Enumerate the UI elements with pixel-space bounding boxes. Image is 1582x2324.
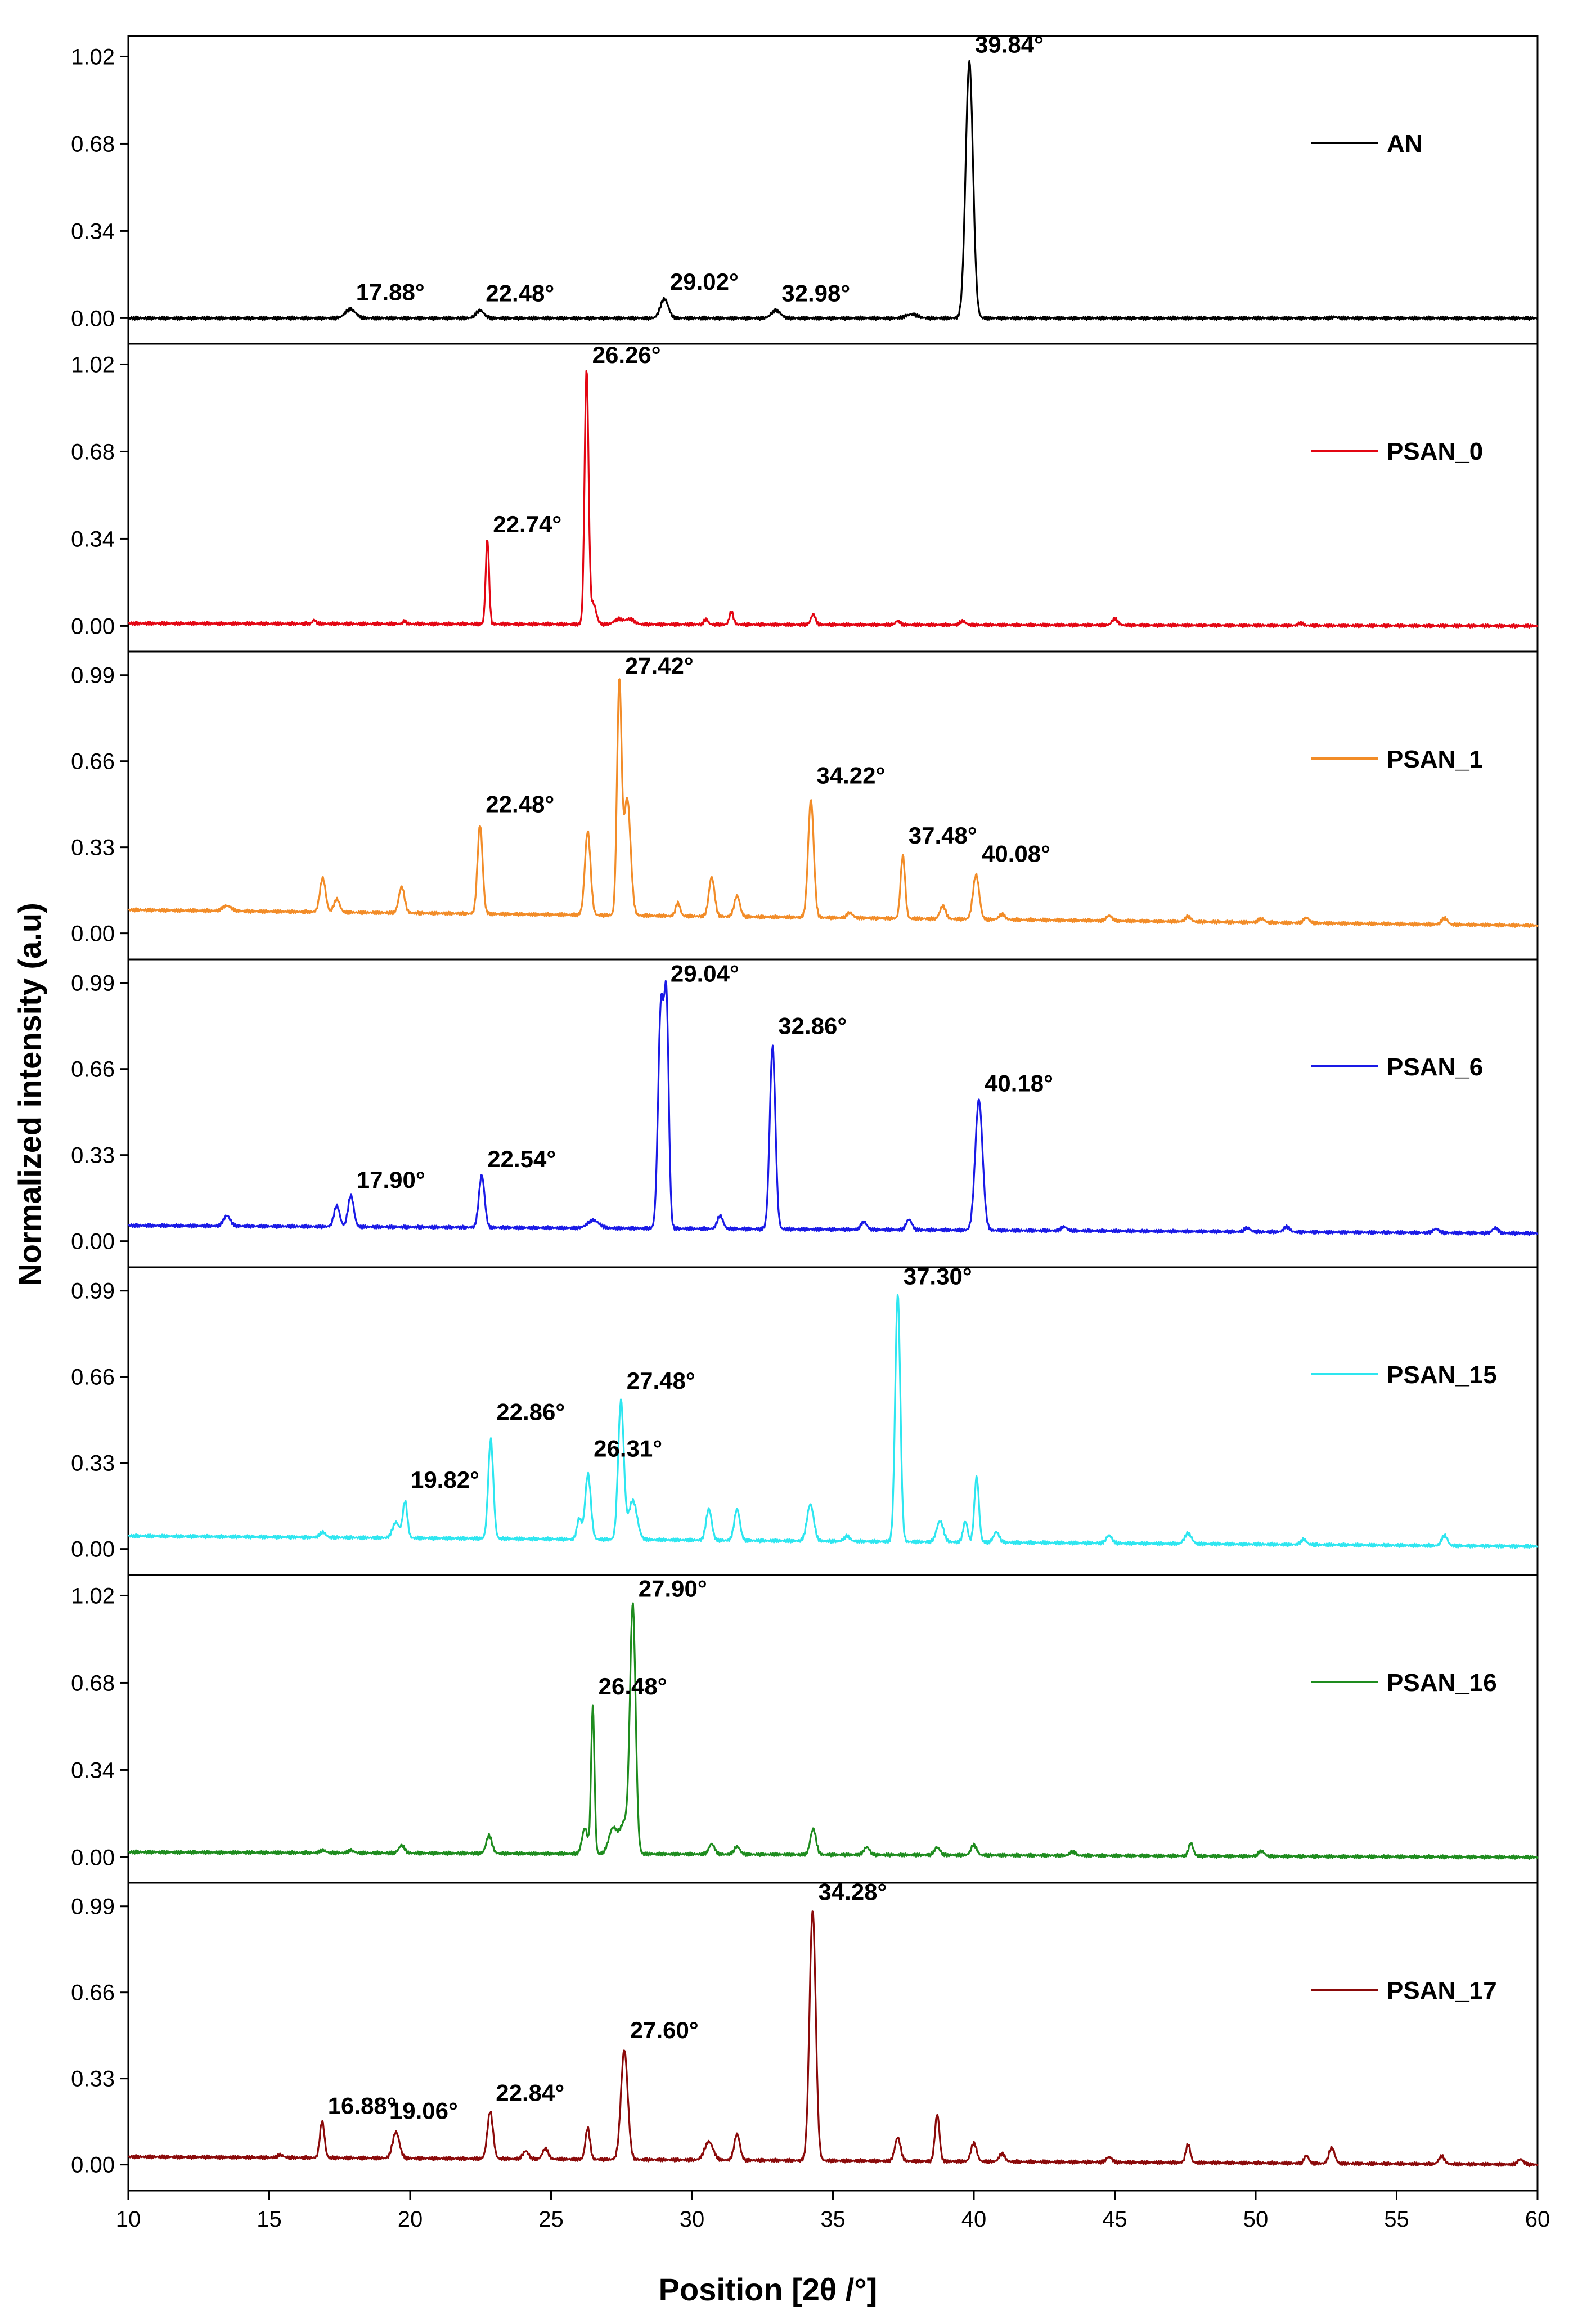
peak-label: 27.60°: [630, 2017, 699, 2043]
y-tick-label: 0.34: [71, 1758, 115, 1783]
y-tick-label: 0.66: [71, 1365, 115, 1390]
x-tick-label: 55: [1384, 2207, 1409, 2232]
y-tick-label: 0.33: [71, 1143, 115, 1168]
y-tick-label: 0.99: [71, 971, 115, 996]
peak-label: 26.26°: [592, 342, 661, 368]
y-tick-label: 0.68: [71, 439, 115, 464]
x-tick-label: 45: [1102, 2207, 1127, 2232]
series-line-psan_0: [128, 370, 1539, 629]
y-tick-label: 0.00: [71, 1845, 115, 1870]
y-tick-label: 0.33: [71, 1451, 115, 1476]
peak-label: 37.30°: [904, 1263, 972, 1289]
y-tick-label: 0.34: [71, 219, 115, 244]
x-tick-label: 50: [1243, 2207, 1269, 2232]
panel-psan_15: 0.00 0.33 0.66 0.99 19.82° 22.86° 26.31° 27.48°…: [71, 1263, 1539, 1576]
x-tick-label: 20: [398, 2207, 423, 2232]
peak-label: 22.74°: [493, 511, 561, 537]
peak-label: 17.88°: [356, 279, 425, 305]
x-tick-label: 35: [820, 2207, 846, 2232]
legend-label: PSAN_0: [1387, 438, 1483, 465]
peak-label: 22.84°: [496, 2079, 564, 2106]
panel-psan_6: 0.00 0.33 0.66 0.99 17.90° 22.54° 29.04° 32.86°…: [71, 958, 1539, 1268]
panel-an: 0.00 0.34 0.68 1.02 17.88° 22.48° 29.02° 32.98°…: [71, 32, 1539, 345]
legend-label: PSAN_1: [1387, 746, 1483, 773]
peak-label: 29.04°: [671, 961, 739, 987]
y-tick-label: 0.00: [71, 922, 115, 946]
x-axis-title: Position [2θ /°]: [659, 2272, 878, 2307]
x-tick-label: 40: [961, 2207, 987, 2232]
peak-label: 39.84°: [975, 32, 1044, 58]
peak-label: 27.48°: [627, 1367, 695, 1394]
y-tick-label: 0.68: [71, 132, 115, 156]
y-tick-label: 0.00: [71, 306, 115, 331]
series-line-psan_15: [128, 1294, 1539, 1549]
peak-label: 22.86°: [496, 1398, 565, 1425]
peak-label: 32.86°: [778, 1012, 847, 1039]
peak-label: 32.98°: [781, 280, 850, 307]
y-tick-label: 0.99: [71, 1895, 115, 1919]
legend-label: PSAN_6: [1387, 1053, 1483, 1081]
x-tick-label: 25: [538, 2207, 564, 2232]
series-line-psan_1: [128, 678, 1539, 928]
peak-label: 19.06°: [389, 2098, 458, 2124]
series-line-psan_16: [128, 1602, 1539, 1860]
peak-label: 17.90°: [357, 1167, 425, 1193]
peak-label: 27.90°: [639, 1576, 707, 1602]
legend-label: AN: [1387, 130, 1423, 158]
y-tick-label: 0.00: [71, 614, 115, 639]
peak-label: 40.08°: [982, 840, 1050, 867]
peak-label: 34.22°: [816, 762, 885, 788]
y-tick-label: 0.33: [71, 836, 115, 860]
y-tick-label: 0.66: [71, 750, 115, 774]
panel-psan_16: 0.00 0.34 0.68 1.02 26.48° 27.90° PSAN_16: [71, 1574, 1539, 1884]
x-tick-label: 60: [1525, 2207, 1550, 2232]
peak-label: 40.18°: [985, 1070, 1053, 1096]
peak-label: 26.48°: [599, 1673, 667, 1699]
panel-psan_1: 0.00 0.33 0.66 0.99 22.48° 27.42° 34.22° 37.48°…: [71, 650, 1539, 961]
y-tick-label: 0.00: [71, 1537, 115, 1562]
y-tick-label: 1.02: [71, 352, 115, 377]
y-tick-label: 0.99: [71, 1279, 115, 1304]
peak-label: 19.82°: [411, 1466, 479, 1493]
y-tick-label: 0.00: [71, 1230, 115, 1254]
y-tick-label: 0.00: [71, 2153, 115, 2178]
y-tick-label: 0.34: [71, 527, 115, 551]
series-line-psan_17: [128, 1910, 1539, 2168]
legend-label: PSAN_15: [1387, 1361, 1497, 1389]
y-tick-label: 0.66: [71, 1981, 115, 2006]
y-axis-title: Normalized intensity (a.u): [12, 903, 47, 1286]
y-tick-label: 0.99: [71, 663, 115, 688]
peak-label: 22.48°: [486, 791, 554, 817]
y-tick-label: 1.02: [71, 44, 115, 69]
x-tick-label: 15: [257, 2207, 282, 2232]
x-tick-label: 10: [116, 2207, 141, 2232]
y-tick-label: 0.33: [71, 2067, 115, 2092]
x-tick-label: 30: [680, 2207, 705, 2232]
peak-label: 29.02°: [670, 268, 739, 295]
peak-label: 22.54°: [487, 1146, 556, 1172]
series-line-an: [128, 60, 1539, 321]
series-line-psan_6: [128, 980, 1539, 1236]
panel-psan_0: 0.00 0.34 0.68 1.02 22.74° 26.26° PSAN_0: [71, 342, 1539, 653]
y-tick-label: 0.66: [71, 1057, 115, 1082]
peak-label: 16.88°: [328, 2092, 397, 2119]
peak-label: 37.48°: [909, 822, 977, 849]
y-tick-label: 1.02: [71, 1583, 115, 1608]
legend-label: PSAN_17: [1387, 1977, 1497, 2004]
legend-label: PSAN_16: [1387, 1669, 1497, 1697]
peak-label: 34.28°: [818, 1878, 887, 1905]
peak-label: 26.31°: [594, 1435, 662, 1461]
peak-label: 22.48°: [486, 280, 554, 307]
panel-psan_17: 0.00 0.33 0.66 0.99 16.88°19.06° 22.84° 27.60°…: [71, 1878, 1539, 2192]
peak-label: 27.42°: [625, 653, 694, 679]
y-tick-label: 0.68: [71, 1671, 115, 1695]
